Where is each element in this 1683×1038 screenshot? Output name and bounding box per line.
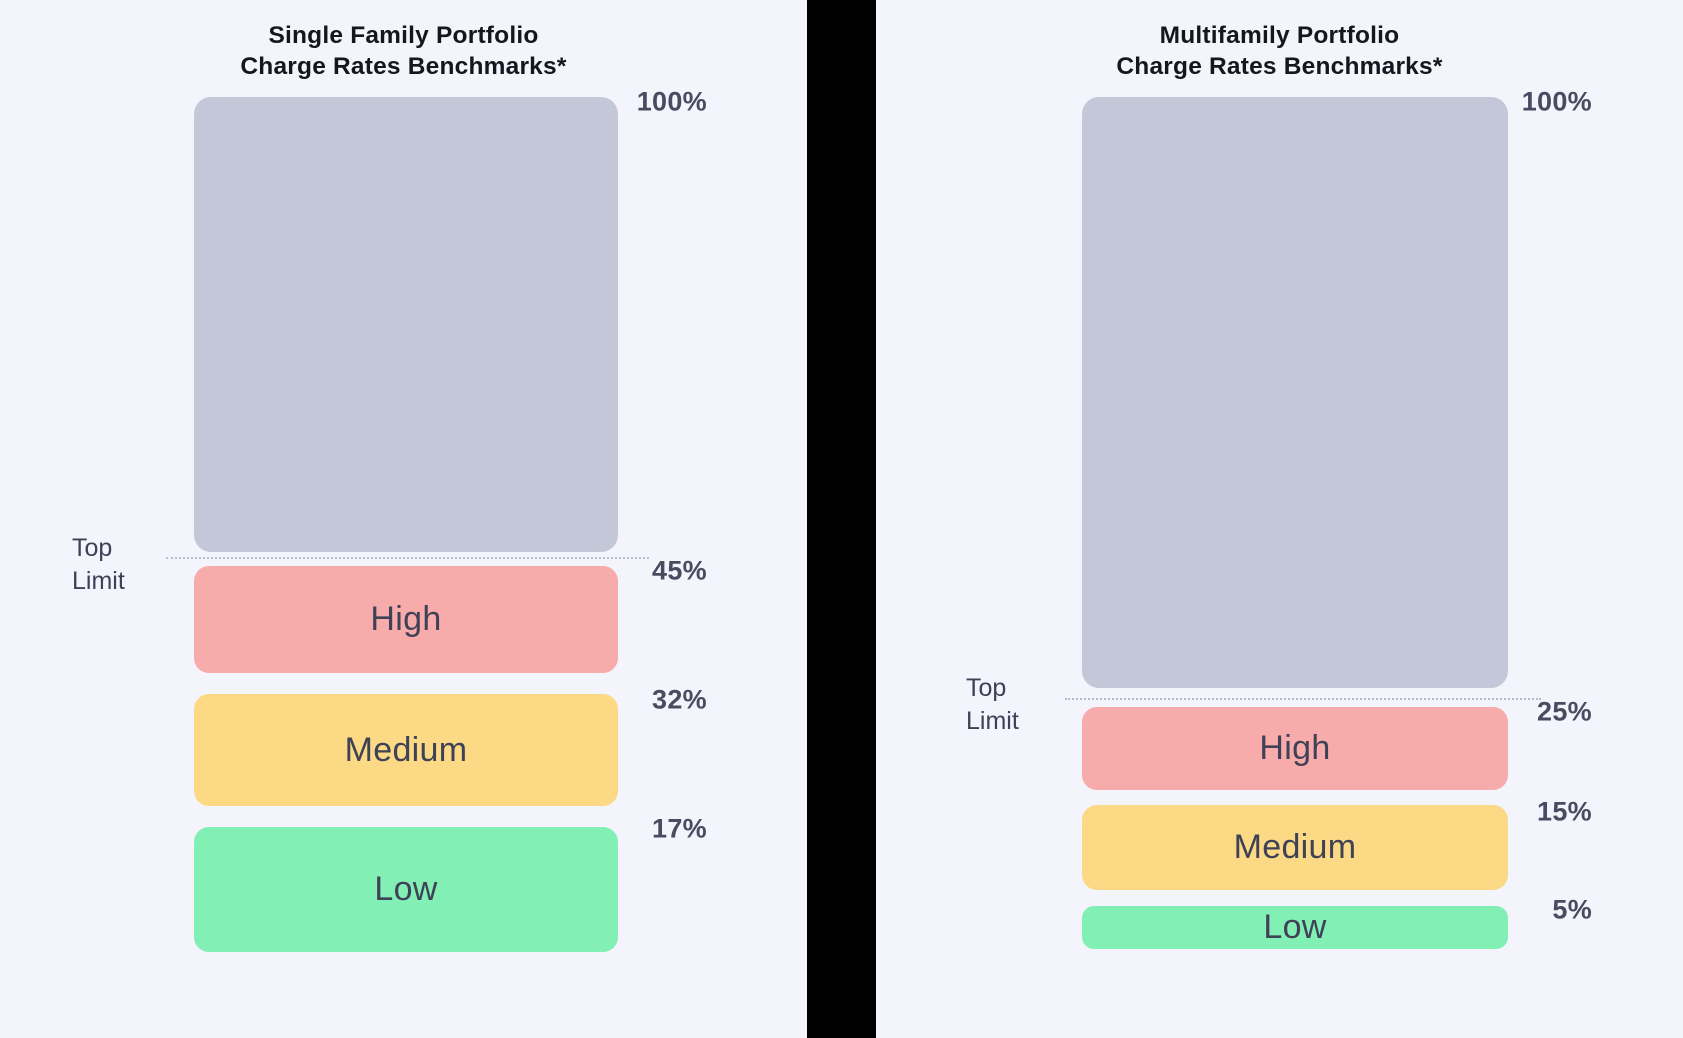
chart-title-line2: Charge Rates Benchmarks* (1116, 53, 1443, 80)
total-portfolio-block (194, 97, 618, 552)
chart-title-line1: Multifamily Portfolio (1159, 22, 1400, 49)
top-limit-label: Top Limit (72, 532, 125, 598)
top-limit-line2: Limit (966, 707, 1019, 735)
tick-25-label: 25% (1537, 696, 1592, 727)
tick-100-label: 100% (636, 86, 707, 117)
high-band-block: High (194, 566, 618, 673)
top-limit-line1: Top (72, 534, 113, 562)
low-band-label: Low (374, 870, 438, 908)
top-limit-line1: Top (966, 674, 1007, 702)
low-band-label: Low (1263, 908, 1327, 946)
tick-5-label: 5% (1552, 894, 1592, 925)
medium-band-block: Medium (1082, 805, 1508, 890)
high-band-label: High (370, 600, 442, 638)
high-band-block: High (1082, 707, 1508, 790)
medium-band-label: Medium (344, 730, 468, 769)
high-band-label: High (1259, 729, 1331, 767)
medium-band-block: Medium (194, 694, 618, 806)
multifamily-chart-title: Multifamily Portfolio Charge Rates Bench… (876, 20, 1683, 82)
tick-32-label: 32% (652, 684, 707, 715)
tick-15-label: 15% (1537, 796, 1592, 827)
low-band-block: Low (194, 827, 618, 952)
tick-17-label: 17% (652, 813, 707, 844)
panel-divider (807, 0, 876, 1038)
chart-title-line1: Single Family Portfolio (268, 22, 539, 49)
total-portfolio-block (1082, 97, 1508, 688)
multifamily-panel: Multifamily Portfolio Charge Rates Bench… (876, 0, 1683, 1038)
single-family-chart-title: Single Family Portfolio Charge Rates Ben… (0, 20, 807, 82)
top-limit-label: Top Limit (966, 672, 1019, 738)
top-limit-line (1065, 698, 1541, 700)
medium-band-label: Medium (1233, 828, 1357, 866)
tick-100-label: 100% (1521, 86, 1592, 117)
top-limit-line2: Limit (72, 567, 125, 595)
top-limit-line (166, 557, 649, 559)
single-family-panel: Single Family Portfolio Charge Rates Ben… (0, 0, 807, 1038)
low-band-block: Low (1082, 906, 1508, 949)
chart-title-line2: Charge Rates Benchmarks* (240, 53, 567, 80)
tick-45-label: 45% (652, 555, 707, 586)
